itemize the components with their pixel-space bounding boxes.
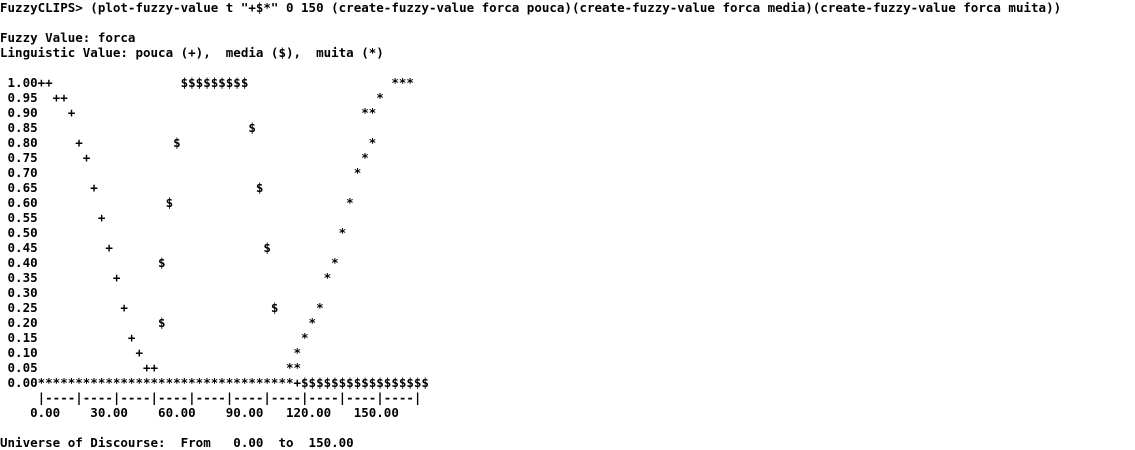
plot-row-0-10: 0.10 + * xyxy=(0,345,302,360)
plot-row-0-70: 0.70 * xyxy=(0,165,362,180)
plot-x-tick-labels: 0.00 30.00 60.00 90.00 120.00 150.00 xyxy=(0,405,399,420)
plot-row-0-95: 0.95 ++ * xyxy=(0,90,384,105)
plot-row-0-45: 0.45 + $ xyxy=(0,240,271,255)
plot-row-0-40: 0.40 $ * xyxy=(0,255,339,270)
plot-row-0-55: 0.55 + xyxy=(0,210,106,225)
command-line: FuzzyCLIPS> (plot-fuzzy-value t "+$*" 0 … xyxy=(0,0,1062,15)
plot-row-0-85: 0.85 $ xyxy=(0,120,256,135)
plot-row-0-25: 0.25 + $ * xyxy=(0,300,324,315)
plot-row-0-80: 0.80 + $ * xyxy=(0,135,377,150)
linguistic-value-label: Linguistic Value: pouca (+), media ($), … xyxy=(0,45,384,60)
plot-row-0-65: 0.65 + $ xyxy=(0,180,264,195)
plot-row-0-60: 0.60 $ * xyxy=(0,195,354,210)
plot-row-0-15: 0.15 + * xyxy=(0,330,309,345)
plot-row-0-50: 0.50 * xyxy=(0,225,347,240)
plot-row-0-90: 0.90 + ** xyxy=(0,105,377,120)
plot-x-axis: |----|----|----|----|----|----|----|----… xyxy=(0,390,422,405)
plot-row-1-00: 1.00++ $$$$$$$$$ *** xyxy=(0,75,414,90)
fuzzy-value-label: Fuzzy Value: forca xyxy=(0,30,136,45)
plot-row-0-20: 0.20 $ * xyxy=(0,315,317,330)
plot-row-0-00: 0.00**********************************+$… xyxy=(0,375,429,390)
plot-row-0-35: 0.35 + * xyxy=(0,270,332,285)
plot-row-0-05: 0.05 ++ ** xyxy=(0,360,302,375)
universe-of-discourse-label: Universe of Discourse: From 0.00 to 150.… xyxy=(0,435,354,450)
plot-row-0-30: 0.30 xyxy=(0,285,38,300)
plot-row-0-75: 0.75 + * xyxy=(0,150,369,165)
